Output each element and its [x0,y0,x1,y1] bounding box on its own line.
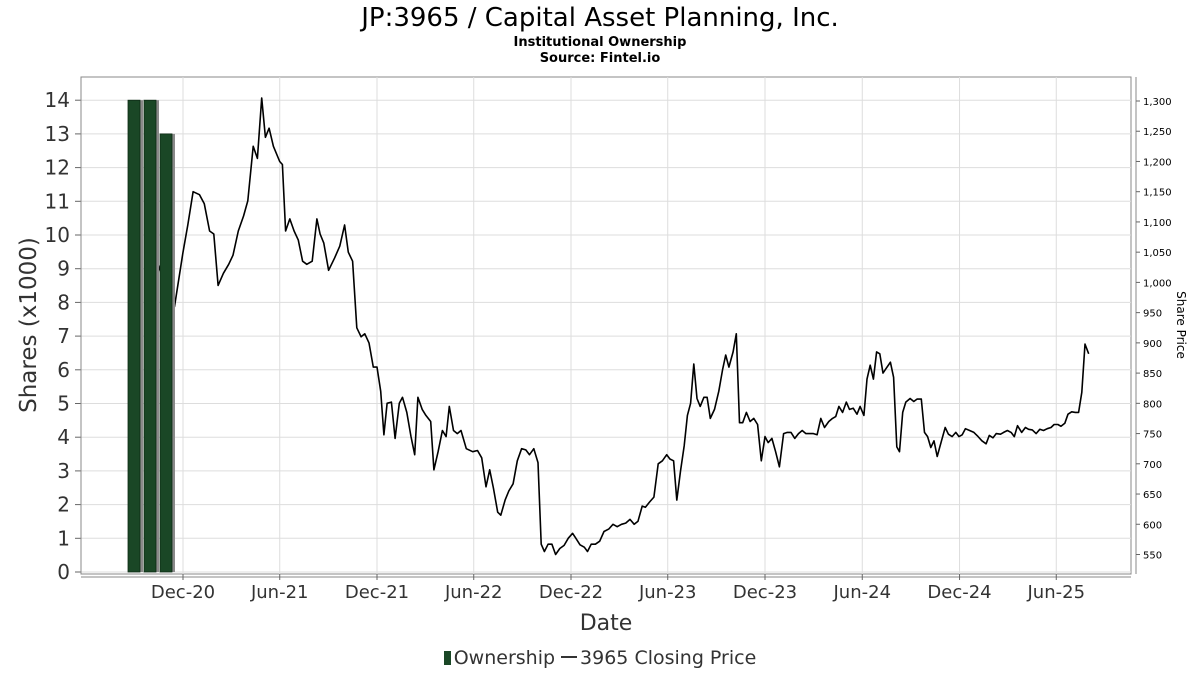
y-left-tick-label: 5 [57,392,70,416]
y-right-tick-label: 700 [1143,460,1162,471]
y-right-tick-label: 1,000 [1143,278,1172,289]
y-left-tick-label: 6 [57,358,70,382]
x-tick-label: Dec-24 [927,582,991,603]
legend-ownership[interactable]: Ownership [453,647,556,669]
ownership-bar-shadow [154,100,159,572]
y-right-tick-label: 900 [1143,339,1162,350]
ownership-bar-shadow [138,100,143,572]
x-tick-label: Jun-23 [638,582,697,603]
y-right-tick-label: 550 [1143,551,1162,562]
y-axis-right: 550 600 650 700 750 800 850 900 950 1,000 1,050 1,1… [1135,77,1172,574]
ownership-bar [159,133,173,573]
y-left-tick-label: 10 [45,223,70,247]
y-right-tick-label: 1,050 [1143,248,1172,259]
legend-price-swatch [561,656,578,658]
price-line [149,97,1090,556]
plot-area [80,76,1132,575]
x-tick-label: Jun-22 [444,582,503,603]
ownership-bars [127,99,175,573]
y-left-tick-label: 7 [57,324,70,348]
y-left-tick-label: 8 [57,290,70,314]
y-right-tick-label: 600 [1143,520,1162,531]
ownership-bar-shadow [170,133,175,572]
ownership-bar [127,99,141,573]
grid-lines [81,77,1131,574]
x-tick-label: Dec-21 [345,582,409,603]
y-right-tick-label: 1,250 [1143,127,1172,138]
y-right-tick-label: 800 [1143,399,1162,410]
y-right-tick-label: 1,200 [1143,157,1172,168]
chart-subtitle: Institutional Ownership [513,35,687,50]
x-tick-label: Jun-21 [250,582,309,603]
legend-price[interactable]: 3965 Closing Price [580,647,757,669]
y-left-tick-label: 12 [45,156,70,180]
y-right-tick-label: 950 [1143,309,1162,320]
y-left-tick-label: 13 [45,122,70,146]
y-right-tick-label: 1,300 [1143,97,1172,108]
y-right-tick-label: 1,150 [1143,188,1172,199]
x-tick-label: Dec-20 [151,582,215,603]
y-left-tick-label: 14 [45,88,70,112]
y-right-tick-label: 750 [1143,430,1162,441]
y-left-tick-label: 11 [45,189,70,213]
y-right-tick-label: 850 [1143,369,1162,380]
x-tick-label: Dec-23 [733,582,797,603]
x-tick-label: Dec-22 [539,582,603,603]
y-axis-left-label: Shares (x1000) [16,237,42,413]
legend: Ownership 3965 Closing Price [0,647,1200,669]
y-axis-right-label: Share Price [1174,291,1188,359]
y-left-tick-label: 0 [57,560,70,584]
x-axis: Dec-20 Jun-21 Dec-21 Jun-22 Dec-22 Jun-23 Dec-… [81,574,1131,603]
legend-ownership-swatch [443,651,451,665]
x-tick-label: Jun-25 [1027,582,1086,603]
y-right-tick-label: 650 [1143,490,1162,501]
y-left-tick-label: 3 [57,459,70,483]
chart-source: Source: Fintel.io [539,51,661,66]
chart-title: JP:3965 / Capital Asset Planning, Inc. [361,3,839,33]
y-left-tick-label: 9 [57,257,70,281]
y-right-tick-label: 1,100 [1143,218,1172,229]
ownership-bar [143,99,157,573]
y-left-tick-label: 1 [57,526,70,550]
x-tick-label: Jun-24 [833,582,892,603]
x-axis-label: Date [580,611,633,636]
y-left-tick-label: 2 [57,493,70,517]
y-left-tick-label: 4 [57,425,70,449]
